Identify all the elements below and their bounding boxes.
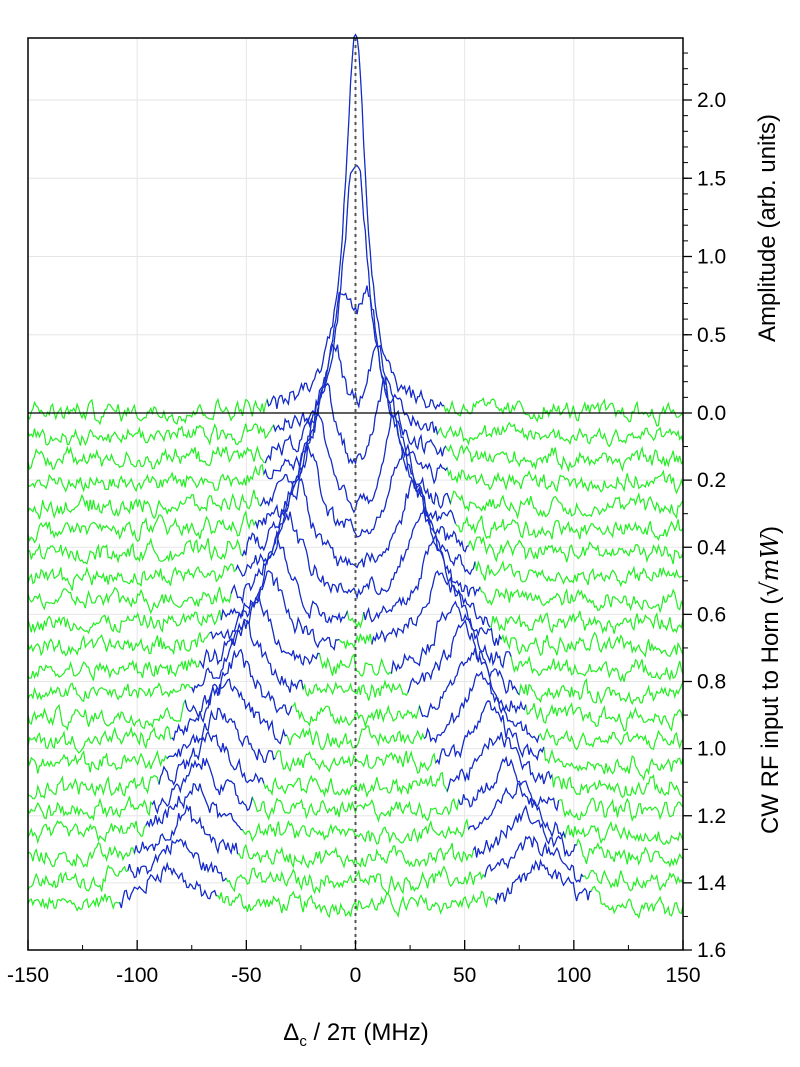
axis-tick-labels: -150 -100 -50 0 50 100 150 0.0 0.5 1.0 1.5 2.0 0.2 0.…	[7, 89, 727, 987]
power-tick-label: 0.2	[697, 469, 726, 492]
amp-tick-label: 0.0	[697, 402, 726, 425]
trace-baseline	[27, 532, 684, 635]
trace-baseline	[27, 700, 684, 782]
power-tick-label: 1.6	[697, 939, 726, 962]
trace-peak	[133, 804, 577, 858]
trace-baseline	[27, 619, 684, 706]
lower-right-axis-title: CW RF input to Horn (√mW)	[756, 526, 784, 834]
amp-tick-label: 2.0	[697, 89, 726, 112]
lower-axis-title-close: )	[757, 526, 784, 534]
x-tick-label: -50	[231, 964, 261, 987]
x-tick-label: 150	[665, 964, 700, 987]
power-tick-label: 1.0	[697, 738, 726, 761]
trace-peak	[199, 593, 512, 674]
trace-peak	[119, 858, 592, 909]
x-tick-label: 0	[350, 964, 362, 987]
x-axis-symbol: Δ	[283, 1019, 299, 1046]
trace-peak	[220, 532, 491, 628]
upper-right-axis-title: Amplitude (arb. units)	[754, 114, 781, 342]
lower-axis-title-math: √mW	[756, 532, 784, 597]
trace-peak	[209, 570, 502, 651]
x-axis-title: Δc / 2π (MHz)	[283, 1019, 428, 1050]
trace-peak	[266, 33, 445, 411]
trace-peak	[264, 285, 447, 463]
amp-tick-label: 1.5	[697, 167, 726, 190]
power-tick-label: 1.4	[697, 872, 727, 895]
trace-peak	[184, 648, 527, 719]
x-axis-subscript: c	[299, 1033, 307, 1050]
trace-peak	[145, 782, 566, 839]
trace-baseline	[27, 648, 684, 732]
trace-peak	[127, 835, 584, 883]
trace-peak	[158, 730, 553, 792]
trace-peak	[241, 443, 469, 557]
spectral-traces	[27, 33, 684, 920]
power-tick-label: 0.8	[697, 671, 726, 694]
x-tick-label: -150	[7, 964, 49, 987]
trace-peak	[151, 755, 560, 815]
power-tick-label: 1.2	[697, 805, 726, 828]
amp-tick-label: 1.0	[697, 246, 726, 269]
trace-peak	[259, 376, 452, 510]
trace-peak	[171, 670, 540, 745]
axis-ticks	[27, 52, 692, 951]
trace-baseline	[27, 730, 684, 800]
trace-peak	[263, 343, 448, 485]
power-tick-label: 0.6	[697, 603, 726, 626]
x-tick-label: -100	[116, 964, 158, 987]
lower-axis-title-text: CW RF input to Horn (	[757, 597, 784, 834]
x-tick-label: 50	[453, 964, 476, 987]
trace-baseline	[27, 593, 684, 683]
trace-peak	[191, 619, 520, 696]
trace-baseline	[27, 755, 684, 823]
trace-peak	[166, 700, 545, 766]
x-tick-label: 100	[556, 964, 591, 987]
reference-lines	[28, 38, 683, 950]
x-axis-rest: / 2π (MHz)	[307, 1019, 429, 1046]
amp-tick-label: 0.5	[697, 324, 726, 347]
power-tick-label: 0.4	[697, 536, 727, 559]
